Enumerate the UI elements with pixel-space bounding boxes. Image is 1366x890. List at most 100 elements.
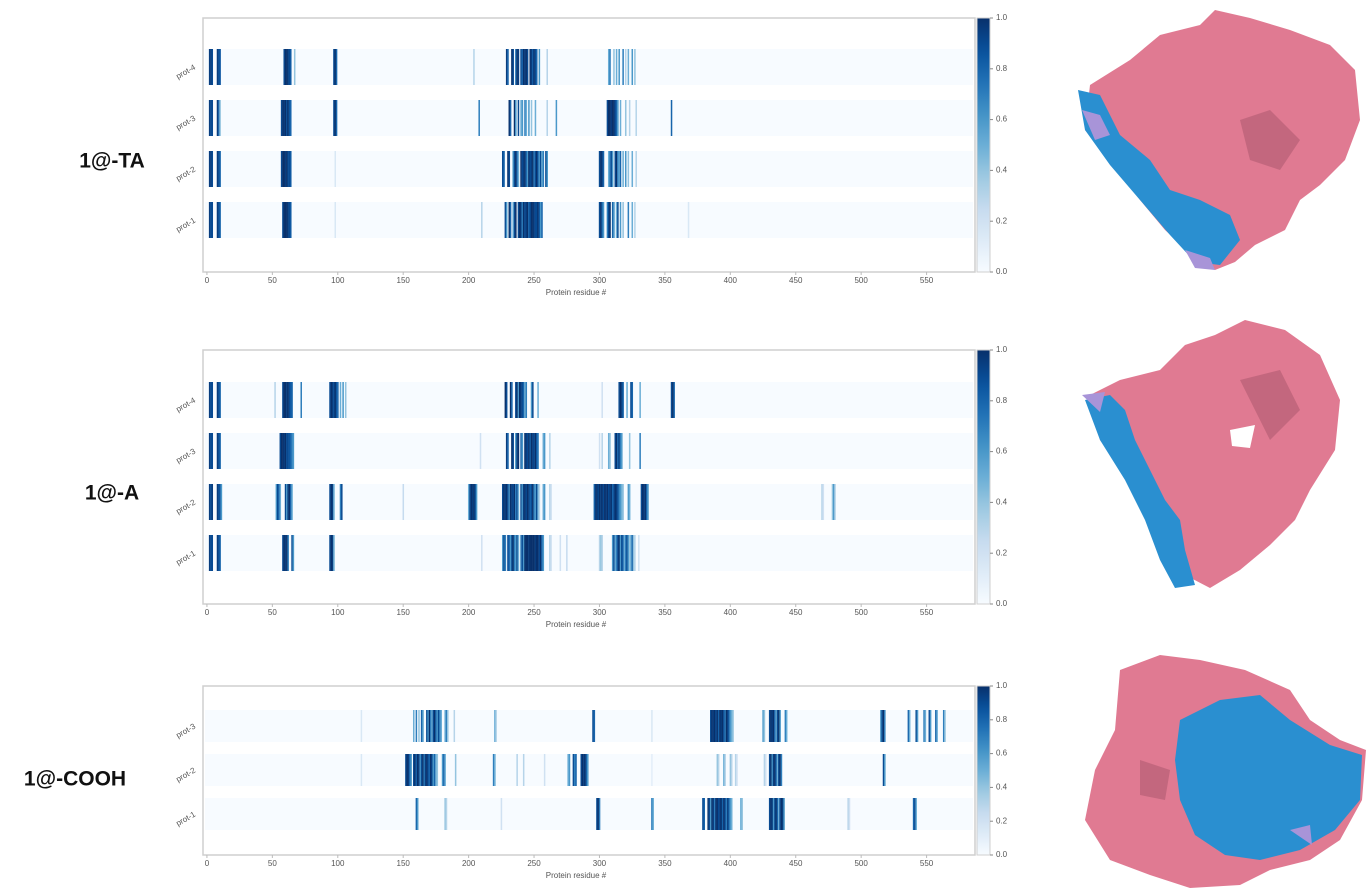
heat-cell bbox=[516, 151, 518, 187]
heat-cell bbox=[622, 382, 624, 418]
heat-cell bbox=[361, 710, 363, 742]
heat-cell bbox=[772, 798, 774, 830]
heat-cell bbox=[413, 710, 415, 742]
heat-cell bbox=[285, 535, 287, 571]
heat-cell bbox=[522, 433, 524, 469]
heat-cell bbox=[541, 151, 543, 187]
heat-cell bbox=[717, 710, 719, 742]
heat-cell bbox=[210, 382, 212, 418]
heat-cell bbox=[516, 484, 518, 520]
heat-cell bbox=[635, 151, 637, 187]
heat-cell bbox=[533, 484, 535, 520]
heat-cell bbox=[599, 433, 601, 469]
heat-cell bbox=[480, 433, 482, 469]
heat-cell bbox=[608, 202, 610, 238]
heat-cell bbox=[439, 710, 441, 742]
heat-cell bbox=[283, 382, 285, 418]
heat-cell bbox=[522, 100, 524, 136]
heat-cell bbox=[522, 535, 524, 571]
heat-cell bbox=[523, 754, 525, 786]
heat-cell bbox=[522, 202, 524, 238]
heat-cell bbox=[332, 484, 334, 520]
heat-cell bbox=[283, 49, 285, 85]
heat-cell bbox=[434, 710, 436, 742]
heat-cell bbox=[217, 202, 219, 238]
heat-cell bbox=[634, 202, 636, 238]
heat-cell bbox=[526, 433, 528, 469]
row-background bbox=[205, 433, 973, 469]
heat-cell bbox=[917, 710, 919, 742]
colorbar-tick-label: 0.0 bbox=[996, 850, 1008, 859]
heat-cell bbox=[527, 484, 529, 520]
heat-cell bbox=[717, 754, 719, 786]
heat-cell bbox=[433, 710, 435, 742]
heat-cell bbox=[723, 798, 725, 830]
heat-cell bbox=[772, 754, 774, 786]
heat-cell bbox=[529, 535, 531, 571]
heat-cell bbox=[609, 100, 611, 136]
heat-cell bbox=[416, 798, 418, 830]
heat-cell bbox=[282, 202, 284, 238]
heat-cell bbox=[770, 710, 772, 742]
heat-cell bbox=[543, 535, 545, 571]
heat-cell bbox=[515, 49, 517, 85]
heat-cell bbox=[620, 535, 622, 571]
heat-cell bbox=[539, 49, 541, 85]
heat-cell bbox=[535, 433, 537, 469]
heat-cell bbox=[524, 151, 526, 187]
heat-cell bbox=[536, 49, 538, 85]
heat-cell bbox=[915, 798, 917, 830]
heat-cell bbox=[274, 382, 276, 418]
heat-cell bbox=[506, 202, 508, 238]
heat-cell bbox=[209, 484, 211, 520]
heat-cell bbox=[405, 754, 407, 786]
heat-cell bbox=[510, 535, 512, 571]
x-tick-label: 250 bbox=[527, 276, 541, 285]
x-tick-label: 50 bbox=[268, 276, 277, 285]
heat-cell bbox=[616, 100, 618, 136]
heat-cell bbox=[642, 484, 644, 520]
row-background bbox=[205, 535, 973, 571]
heat-cell bbox=[929, 710, 931, 742]
heat-cell bbox=[418, 710, 420, 742]
x-tick-label: 100 bbox=[331, 859, 345, 868]
heat-cell bbox=[532, 433, 534, 469]
heat-cell bbox=[774, 754, 776, 786]
heat-cell bbox=[212, 484, 214, 520]
heat-cell bbox=[209, 49, 211, 85]
heat-cell bbox=[219, 151, 221, 187]
heat-cell bbox=[543, 484, 545, 520]
heat-cell bbox=[507, 535, 509, 571]
heat-cell bbox=[425, 754, 427, 786]
heat-cell bbox=[422, 754, 424, 786]
heat-cell bbox=[609, 49, 611, 85]
heat-cell bbox=[217, 433, 219, 469]
heat-cell bbox=[286, 433, 288, 469]
heat-cell bbox=[574, 754, 576, 786]
heat-cell bbox=[212, 382, 214, 418]
heat-cell bbox=[212, 151, 214, 187]
heat-cell bbox=[420, 754, 422, 786]
heat-cell bbox=[527, 49, 529, 85]
heat-cell bbox=[923, 710, 925, 742]
heat-cell bbox=[509, 202, 511, 238]
heat-cell bbox=[531, 202, 533, 238]
heat-cell bbox=[710, 710, 712, 742]
heat-cell bbox=[473, 49, 475, 85]
heat-cell bbox=[587, 754, 589, 786]
heat-cell bbox=[289, 151, 291, 187]
heat-cell bbox=[533, 49, 535, 85]
heat-cell bbox=[535, 49, 537, 85]
heat-cell bbox=[333, 535, 335, 571]
heat-cell bbox=[537, 433, 539, 469]
heat-cell bbox=[647, 484, 649, 520]
heat-cell bbox=[536, 202, 538, 238]
heat-cell bbox=[423, 754, 425, 786]
heat-cell bbox=[210, 49, 212, 85]
heat-cell bbox=[630, 382, 632, 418]
heat-cell bbox=[532, 49, 534, 85]
heat-cell bbox=[536, 151, 538, 187]
heat-cell bbox=[913, 798, 915, 830]
heat-cell bbox=[611, 151, 613, 187]
heat-cell bbox=[285, 100, 287, 136]
